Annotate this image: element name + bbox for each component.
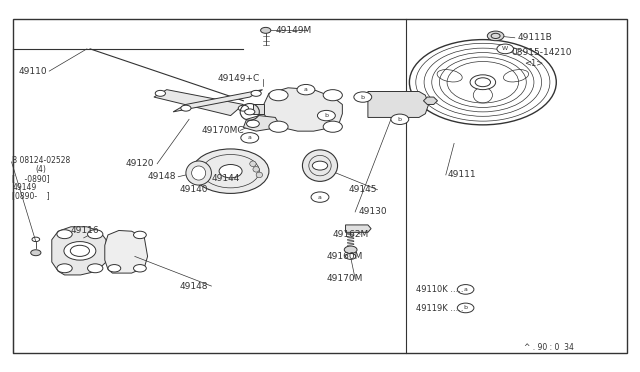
Circle shape <box>497 44 513 54</box>
Text: [0890-    ]: [0890- ] <box>12 191 50 200</box>
Text: b: b <box>361 94 365 100</box>
Circle shape <box>346 253 356 259</box>
Circle shape <box>134 231 147 238</box>
Circle shape <box>246 120 259 128</box>
Polygon shape <box>346 225 371 232</box>
Circle shape <box>354 92 372 102</box>
Text: a: a <box>463 287 468 292</box>
Text: B 08124-02528: B 08124-02528 <box>12 155 70 164</box>
Circle shape <box>219 164 242 178</box>
Circle shape <box>156 90 166 96</box>
Text: ^ . 90 : 0  34: ^ . 90 : 0 34 <box>524 343 574 352</box>
Text: a: a <box>318 195 322 200</box>
Circle shape <box>458 303 474 313</box>
Text: b: b <box>324 113 328 118</box>
Text: W: W <box>502 46 508 51</box>
Text: 49148: 49148 <box>148 172 176 181</box>
Circle shape <box>108 264 121 272</box>
Text: 49149+C: 49149+C <box>218 74 260 83</box>
Polygon shape <box>173 90 262 112</box>
Circle shape <box>57 264 72 273</box>
Circle shape <box>323 121 342 132</box>
Circle shape <box>238 105 248 111</box>
Polygon shape <box>424 97 438 105</box>
Text: 49170MC: 49170MC <box>202 126 244 135</box>
Text: a: a <box>304 87 308 92</box>
Text: 49148: 49148 <box>179 282 208 291</box>
Polygon shape <box>253 105 264 114</box>
Circle shape <box>64 241 96 260</box>
Text: 49130: 49130 <box>358 208 387 217</box>
Circle shape <box>344 246 357 253</box>
Polygon shape <box>154 90 243 116</box>
Text: 08915-14210: 08915-14210 <box>511 48 572 57</box>
Circle shape <box>475 78 490 87</box>
Circle shape <box>57 230 72 238</box>
Text: <1>: <1> <box>524 59 543 68</box>
Circle shape <box>260 28 271 33</box>
Text: 49120: 49120 <box>125 159 154 168</box>
Circle shape <box>241 133 259 143</box>
Text: 49145: 49145 <box>349 185 377 194</box>
Circle shape <box>470 75 495 90</box>
Circle shape <box>323 90 342 101</box>
Text: 49162M: 49162M <box>333 230 369 239</box>
Polygon shape <box>52 227 106 275</box>
Circle shape <box>410 39 556 125</box>
Text: 49110K .....: 49110K ..... <box>416 285 463 294</box>
Polygon shape <box>368 92 429 118</box>
Circle shape <box>312 161 328 170</box>
Text: b: b <box>398 117 402 122</box>
Ellipse shape <box>253 167 259 172</box>
Text: 49119K .....: 49119K ..... <box>416 304 463 313</box>
Ellipse shape <box>186 161 211 185</box>
Text: 49111: 49111 <box>448 170 476 179</box>
Text: 49140: 49140 <box>179 185 208 194</box>
Text: 49170M: 49170M <box>326 274 363 283</box>
Circle shape <box>88 230 103 238</box>
Ellipse shape <box>250 161 256 167</box>
Circle shape <box>244 109 255 115</box>
Ellipse shape <box>303 150 337 182</box>
Circle shape <box>458 285 474 294</box>
Text: 49144: 49144 <box>211 174 240 183</box>
Circle shape <box>269 121 288 132</box>
Text: (4): (4) <box>36 165 47 174</box>
Text: 49111B: 49111B <box>518 33 553 42</box>
Circle shape <box>269 90 288 101</box>
Circle shape <box>487 31 504 41</box>
Text: 49149: 49149 <box>12 183 36 192</box>
Text: a: a <box>248 135 252 140</box>
Circle shape <box>391 114 409 125</box>
Circle shape <box>317 110 335 121</box>
Circle shape <box>88 264 103 273</box>
Ellipse shape <box>191 166 205 180</box>
Circle shape <box>134 264 147 272</box>
Text: 49116: 49116 <box>71 226 100 235</box>
Circle shape <box>31 250 41 256</box>
Circle shape <box>311 192 329 202</box>
Circle shape <box>180 105 191 111</box>
Polygon shape <box>264 88 342 131</box>
Text: 49160M: 49160M <box>326 252 363 261</box>
Text: [    -0890]: [ -0890] <box>12 174 50 183</box>
Polygon shape <box>243 116 278 131</box>
Circle shape <box>297 84 315 95</box>
Circle shape <box>251 90 261 96</box>
Polygon shape <box>105 231 148 273</box>
Text: 49149M: 49149M <box>275 26 312 35</box>
Text: 49110: 49110 <box>19 67 47 76</box>
Circle shape <box>192 149 269 193</box>
Ellipse shape <box>256 172 262 178</box>
Text: b: b <box>463 305 468 310</box>
